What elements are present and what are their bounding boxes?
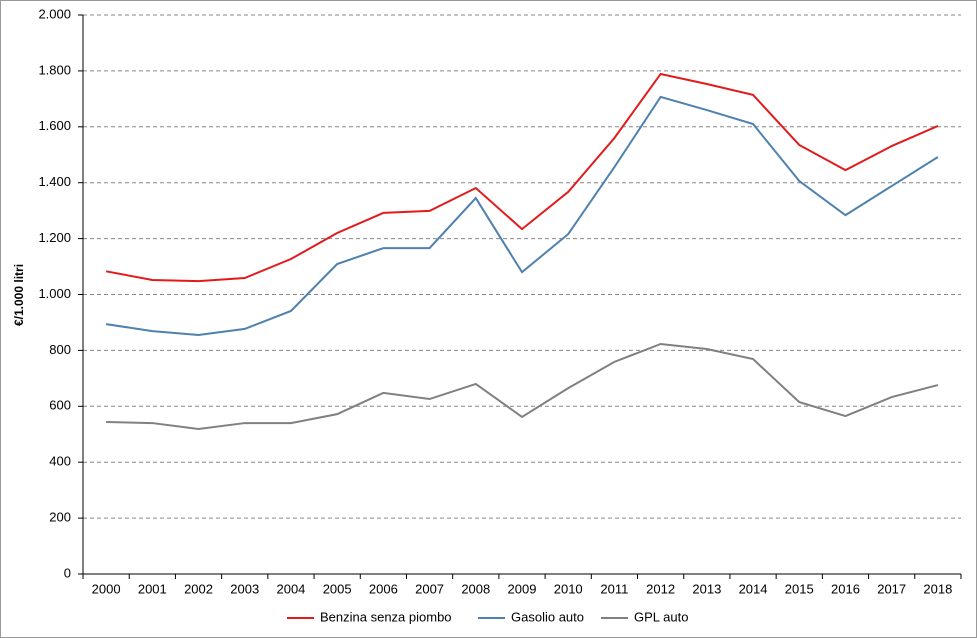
x-tick-label: 2006 xyxy=(369,581,398,596)
x-tick-label: 2003 xyxy=(230,581,259,596)
x-tick-label: 2007 xyxy=(415,581,444,596)
series-line xyxy=(105,72,939,283)
y-tick-label: 1.400 xyxy=(38,174,71,189)
x-tick-label: 2000 xyxy=(92,581,121,596)
series-line xyxy=(105,95,939,337)
legend-label: GPL auto xyxy=(634,609,688,624)
x-tick-label: 2009 xyxy=(508,581,537,596)
series-line xyxy=(106,342,939,430)
x-tick-label: 2016 xyxy=(831,581,860,596)
y-tick-label: 1.600 xyxy=(38,118,71,133)
x-tick-label: 2010 xyxy=(554,581,583,596)
x-tick-label: 2013 xyxy=(692,581,721,596)
y-tick-label: 2.000 xyxy=(38,6,71,21)
legend-label: Gasolio auto xyxy=(511,609,584,624)
x-tick-label: 2012 xyxy=(646,581,675,596)
y-tick-label: 600 xyxy=(49,398,71,413)
y-tick-label: 1.000 xyxy=(38,286,71,301)
x-tick-label: 2011 xyxy=(600,581,628,596)
x-tick-label: 2008 xyxy=(461,581,490,596)
legend-label: Benzina senza piombo xyxy=(320,609,452,624)
y-tick-label: 1.800 xyxy=(38,62,71,77)
y-tick-label: 200 xyxy=(49,510,71,525)
x-tick-label: 2004 xyxy=(276,581,305,596)
y-tick-label: 800 xyxy=(49,342,71,357)
x-tick-label: 2002 xyxy=(184,581,213,596)
y-tick-label: 1.200 xyxy=(38,230,71,245)
y-axis-label: €/1.000 litri xyxy=(12,264,26,326)
x-tick-label: 2005 xyxy=(323,581,352,596)
y-tick-label: 0 xyxy=(64,565,71,580)
y-tick-label: 400 xyxy=(49,454,71,469)
x-tick-label: 2018 xyxy=(923,581,952,596)
x-tick-label: 2015 xyxy=(785,581,814,596)
x-tick-label: 2017 xyxy=(877,581,906,596)
x-tick-label: 2014 xyxy=(739,581,768,596)
x-tick-label: 2001 xyxy=(138,581,167,596)
